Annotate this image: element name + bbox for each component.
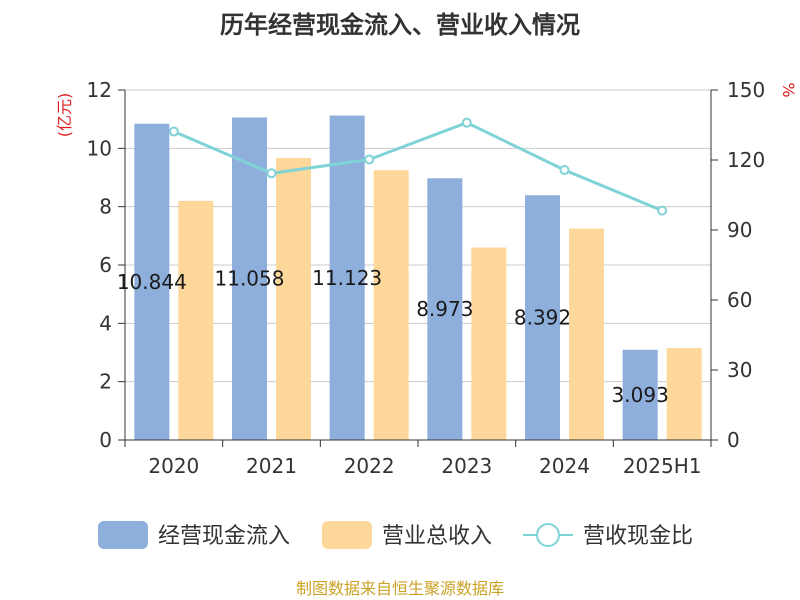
x-tick-label: 2025H1 xyxy=(623,454,702,478)
y-left-unit-label: (亿元) xyxy=(55,93,74,138)
bar-data-label: 11.058 xyxy=(215,267,285,291)
legend-swatch xyxy=(98,521,148,549)
x-tick-label: 2024 xyxy=(539,454,590,478)
bar-经营现金流入 xyxy=(232,117,267,440)
bar-data-label: 8.973 xyxy=(416,297,473,321)
bar-经营现金流入 xyxy=(622,349,658,440)
legend-item: 营业总收入 xyxy=(322,521,492,549)
y-right-tick-label: 0 xyxy=(727,428,740,452)
legend-item: 经营现金流入 xyxy=(98,521,290,549)
chart-title: 历年经营现金流入、营业收入情况 xyxy=(220,11,580,39)
y-left-tick-label: 0 xyxy=(99,428,112,452)
y-right-unit-label: % xyxy=(779,82,798,97)
y-left-tick-label: 4 xyxy=(99,311,112,335)
legend-item: 营收现金比 xyxy=(523,523,693,549)
legend-marker xyxy=(536,523,560,547)
y-left-tick-label: 12 xyxy=(87,78,112,102)
line-point xyxy=(168,126,179,137)
line-point xyxy=(657,205,668,216)
legend-label: 经营现金流入 xyxy=(158,524,290,549)
y-right-tick-label: 90 xyxy=(727,218,752,242)
line-point xyxy=(559,165,570,176)
bar-营业总收入 xyxy=(178,200,214,440)
source-note: 制图数据来自恒生聚源数据库 xyxy=(296,579,504,598)
x-tick-label: 2022 xyxy=(344,454,395,478)
bar-data-label: 8.392 xyxy=(514,306,571,330)
bar-营业总收入 xyxy=(471,247,507,440)
y-right-tick-label: 150 xyxy=(727,78,765,102)
bar-营业总收入 xyxy=(666,348,702,440)
legend-label: 营业总收入 xyxy=(382,524,492,549)
y-left-tick-label: 8 xyxy=(99,195,112,219)
line-point xyxy=(266,168,277,179)
bar-营业总收入 xyxy=(373,170,409,441)
bar-经营现金流入 xyxy=(134,123,170,440)
legend: 经营现金流入 营业总收入 营收现金比 xyxy=(98,521,693,549)
bar-营业总收入 xyxy=(569,228,604,440)
bar-data-label: 11.123 xyxy=(312,266,382,290)
grid-lines xyxy=(125,89,711,383)
y-left-tick-label: 2 xyxy=(99,370,112,394)
bar-营业总收入 xyxy=(276,157,311,441)
x-tick-label: 2021 xyxy=(246,454,297,478)
data-labels: 10.844 11.058 11.123 8.973 8.392 3.093 xyxy=(117,266,669,407)
bar-data-label: 3.093 xyxy=(612,383,669,407)
line-series xyxy=(168,117,668,216)
bar-data-label: 10.844 xyxy=(117,270,187,294)
bar-经营现金流入 xyxy=(525,195,560,440)
bar-经营现金流入 xyxy=(329,115,365,441)
y-right-tick-label: 60 xyxy=(727,288,752,312)
y-right-tick-label: 30 xyxy=(727,358,752,382)
line-point xyxy=(364,154,375,165)
x-tick-label: 2020 xyxy=(148,454,199,478)
y-left-tick-label: 6 xyxy=(99,253,112,277)
y-right-tick-label: 120 xyxy=(727,148,765,172)
y-left-tick-label: 10 xyxy=(87,136,112,160)
x-tick-label: 2023 xyxy=(441,454,492,478)
line-point xyxy=(461,117,472,128)
legend-swatch xyxy=(322,521,372,549)
legend-label: 营收现金比 xyxy=(583,524,693,549)
bar-经营现金流入 xyxy=(427,178,463,440)
line-营收现金比 xyxy=(173,121,663,213)
bar-series xyxy=(134,115,702,441)
